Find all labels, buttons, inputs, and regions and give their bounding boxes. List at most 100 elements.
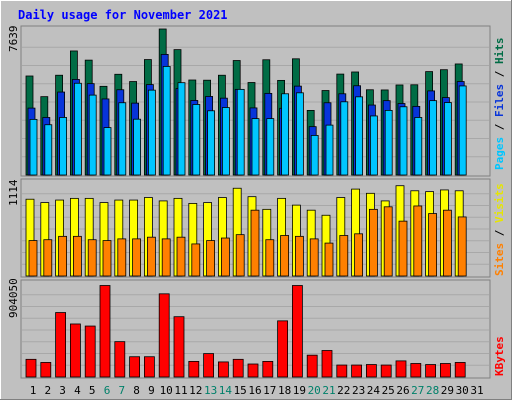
bar-kbytes [55, 312, 66, 378]
bar-kbytes [380, 364, 392, 378]
panel-top-frame [20, 25, 491, 177]
x-tick-label: 22 [337, 384, 350, 397]
bar-kbytes [143, 356, 155, 378]
bar-kbytes [262, 361, 274, 378]
bar-kbytes [25, 358, 37, 378]
x-tick-label: 23 [352, 384, 365, 397]
x-tick-label: 9 [148, 384, 155, 397]
bar-pages [355, 96, 364, 176]
x-tick-label: 13 [204, 384, 217, 397]
legend-visits: Visits [493, 183, 506, 223]
bar-sites [161, 238, 171, 277]
bar-pages [221, 107, 230, 176]
bar-sites [191, 243, 201, 277]
bar-sites [265, 239, 275, 277]
bar-kbytes [410, 363, 422, 378]
legend-kbytes: KBytes [493, 336, 506, 376]
x-tick-label: 1 [30, 384, 37, 397]
ymax-label-top: 7639 [7, 26, 20, 53]
bar-kbytes [247, 363, 259, 378]
bar-kbytes [351, 364, 363, 378]
bar-pages [295, 92, 304, 176]
legend-pages: Pages [493, 137, 506, 170]
bar-pages [88, 94, 97, 176]
bar-sites [250, 209, 260, 277]
bar-kbytes [129, 356, 141, 378]
bar-sites [339, 235, 349, 277]
bar-kbytes [439, 363, 451, 378]
x-tick-label: 30 [456, 384, 469, 397]
x-tick-label: 29 [441, 384, 454, 397]
bar-pages [266, 118, 275, 176]
bar-sites [176, 236, 186, 277]
panel-bottom-frame [20, 279, 491, 379]
x-tick-label: 15 [234, 384, 247, 397]
x-tick-label: 8 [133, 384, 140, 397]
bar-pages [147, 89, 156, 176]
bar-pages [207, 110, 216, 176]
bar-kbytes [454, 362, 466, 378]
x-tick-label: 5 [89, 384, 96, 397]
bar-sites [132, 238, 142, 277]
bar-sites [28, 240, 38, 277]
bar-pages [118, 102, 127, 176]
bar-sites [280, 235, 290, 277]
bar-pages [458, 85, 467, 176]
ymax-label-middle: 1114 [7, 179, 20, 206]
bar-kbytes [395, 360, 407, 378]
bar-kbytes [40, 362, 52, 378]
bar-sites [220, 237, 230, 277]
bar-pages [310, 135, 319, 176]
bar-kbytes [321, 350, 333, 378]
x-tick-label: 17 [263, 384, 276, 397]
bar-kbytes [99, 285, 111, 378]
x-axis-labels: 1 2 3 4 5 6 7 8 9 10 11 12 13 14 15 16 17 18 19 20 21 22 23 24 2… [30, 384, 484, 397]
x-tick-label: 2 [44, 384, 51, 397]
x-tick-label: 11 [174, 384, 187, 397]
bar-kbytes [291, 285, 303, 378]
bar-sites [428, 213, 438, 277]
bar-sites [43, 239, 53, 277]
bar-pages [192, 104, 201, 176]
bar-kbytes [203, 353, 215, 378]
right-label-top: Pages / Files / Hits [493, 38, 506, 171]
x-tick-label: 18 [278, 384, 291, 397]
bar-kbytes [365, 364, 377, 378]
chart-title: Daily usage for November 2021 [18, 8, 228, 22]
bar-sites [87, 239, 97, 277]
bar-kbytes [306, 354, 318, 378]
x-tick-label: 3 [59, 384, 66, 397]
bar-kbytes [158, 293, 170, 378]
x-tick-label: 16 [248, 384, 261, 397]
bar-kbytes [232, 358, 244, 378]
bar-pages [281, 93, 290, 176]
bar-kbytes [173, 316, 185, 378]
x-tick-label: 6 [104, 384, 111, 397]
legend-files: Files [493, 84, 506, 117]
bar-pages [133, 118, 142, 176]
bar-sites [206, 240, 216, 277]
bar-pages [414, 117, 423, 176]
bar-sites [294, 235, 304, 277]
x-tick-label: 27 [411, 384, 424, 397]
x-tick-label: 12 [189, 384, 202, 397]
bar-sites [442, 209, 452, 277]
bar-pages [429, 100, 438, 176]
bar-pages [162, 66, 171, 176]
bar-sites [457, 216, 467, 277]
x-tick-label: 10 [160, 384, 173, 397]
bar-pages [251, 118, 260, 176]
bar-kbytes [114, 341, 126, 378]
bar-pages [59, 117, 67, 176]
x-tick-label: 14 [219, 384, 233, 397]
bar-pages [44, 124, 53, 176]
bar-kbytes [336, 364, 348, 378]
bar-sites [73, 235, 82, 277]
bar-pages [443, 102, 452, 176]
bar-pages [340, 101, 349, 176]
bar-kbytes [425, 364, 437, 378]
x-tick-label: 21 [322, 384, 335, 397]
bar-sites [383, 206, 393, 277]
